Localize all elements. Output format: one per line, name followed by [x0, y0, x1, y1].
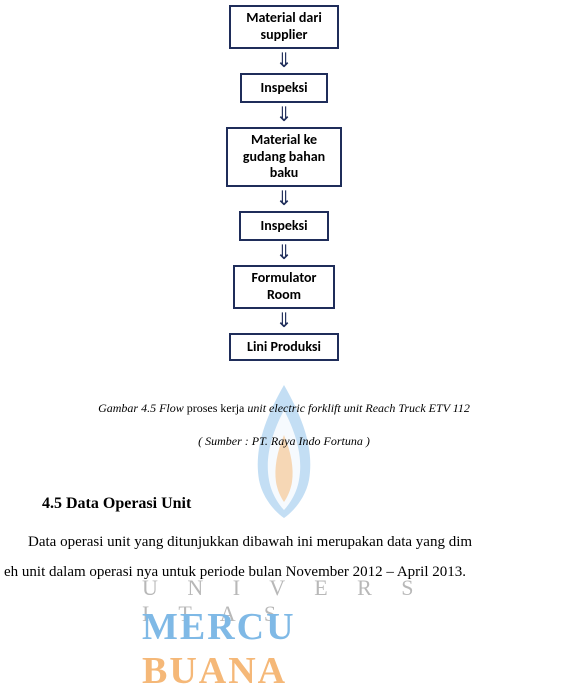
flow-arrow: ⇓ [276, 105, 293, 125]
caption-source: ( Sumber : PT. Raya Indo Fortuna ) [0, 434, 568, 449]
section-heading: 4.5 Data Operasi Unit [42, 495, 568, 513]
watermark-brand-blue: MERCU [142, 606, 296, 648]
flow-node-label: Room [235, 287, 333, 304]
flowchart: Material dari supplier ⇓ Inspeksi ⇓ Mate… [0, 0, 568, 361]
body-paragraph: Data operasi unit yang ditunjukkan dibaw… [0, 527, 568, 587]
caption-suffix: unit electric forklift unit Reach Truck … [247, 401, 470, 415]
flow-node-3: Inspeksi [239, 211, 329, 241]
watermark-brand: MERCU BUANA [142, 605, 426, 693]
flow-node-label: Lini Produksi [231, 339, 337, 356]
figure-caption: Gambar 4.5 Flow proses kerja unit electr… [0, 401, 568, 449]
flow-arrow: ⇓ [276, 51, 293, 71]
flow-node-4: Formulator Room [233, 265, 335, 309]
flow-node-label: gudang bahan [228, 149, 340, 166]
flow-arrow: ⇓ [276, 189, 293, 209]
flow-node-label: Material ke [228, 132, 340, 149]
body-line1: Data operasi unit yang ditunjukkan dibaw… [28, 534, 472, 550]
body-line2: eh unit dalam operasi nya untuk periode … [4, 564, 466, 580]
flow-node-1: Inspeksi [240, 73, 328, 103]
flow-node-label: Formulator [235, 270, 333, 287]
flow-node-0: Material dari supplier [229, 5, 339, 49]
flow-node-label: supplier [231, 27, 337, 44]
flow-node-label: Material dari [231, 10, 337, 27]
flow-node-2: Material ke gudang bahan baku [226, 127, 342, 187]
flow-arrow: ⇓ [276, 243, 293, 263]
caption-mid: proses kerja [187, 401, 248, 415]
flow-node-5: Lini Produksi [229, 333, 339, 361]
flow-node-label: baku [228, 165, 340, 182]
flow-arrow: ⇓ [276, 311, 293, 331]
watermark-brand-orange: BUANA [142, 650, 287, 692]
flow-node-label: Inspeksi [241, 218, 327, 235]
caption-prefix: Gambar 4.5 Flow [98, 401, 187, 415]
flow-node-label: Inspeksi [242, 80, 326, 97]
